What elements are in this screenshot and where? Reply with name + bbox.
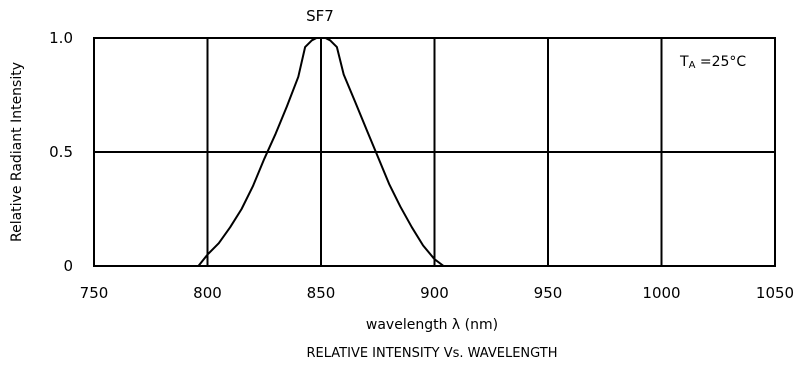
annotation-rest: =25°C	[695, 54, 746, 70]
annotation-main: T	[679, 54, 689, 70]
x-tick-label: 1050	[756, 284, 794, 302]
chart-caption: RELATIVE INTENSITY Vs. WAVELENGTH	[307, 346, 558, 361]
chart-title: SF7	[306, 7, 334, 25]
x-tick-label: 800	[193, 284, 222, 302]
x-axis-label: wavelength λ (nm)	[366, 317, 498, 333]
y-tick-label: 0	[63, 257, 73, 275]
series-group	[197, 37, 445, 267]
x-tick-label: 850	[307, 284, 336, 302]
x-tick-labels: 750 800 850 900 950 1000 1050	[80, 284, 794, 302]
grid-lines	[94, 38, 775, 266]
temperature-annotation: TA =25°C	[679, 54, 746, 71]
x-tick-label: 1000	[642, 284, 680, 302]
x-tick-label: 950	[534, 284, 563, 302]
y-tick-labels: 0 0.5 1.0	[49, 29, 73, 275]
y-tick-label: 0.5	[49, 143, 73, 161]
y-axis-label: Relative Radiant Intensity	[9, 62, 25, 242]
annotation-subscript: A	[689, 60, 696, 71]
plot-frame	[93, 37, 776, 267]
y-tick-label: 1.0	[49, 29, 73, 47]
x-tick-label: 750	[80, 284, 109, 302]
intensity-curve	[197, 37, 445, 267]
x-tick-label: 900	[420, 284, 449, 302]
